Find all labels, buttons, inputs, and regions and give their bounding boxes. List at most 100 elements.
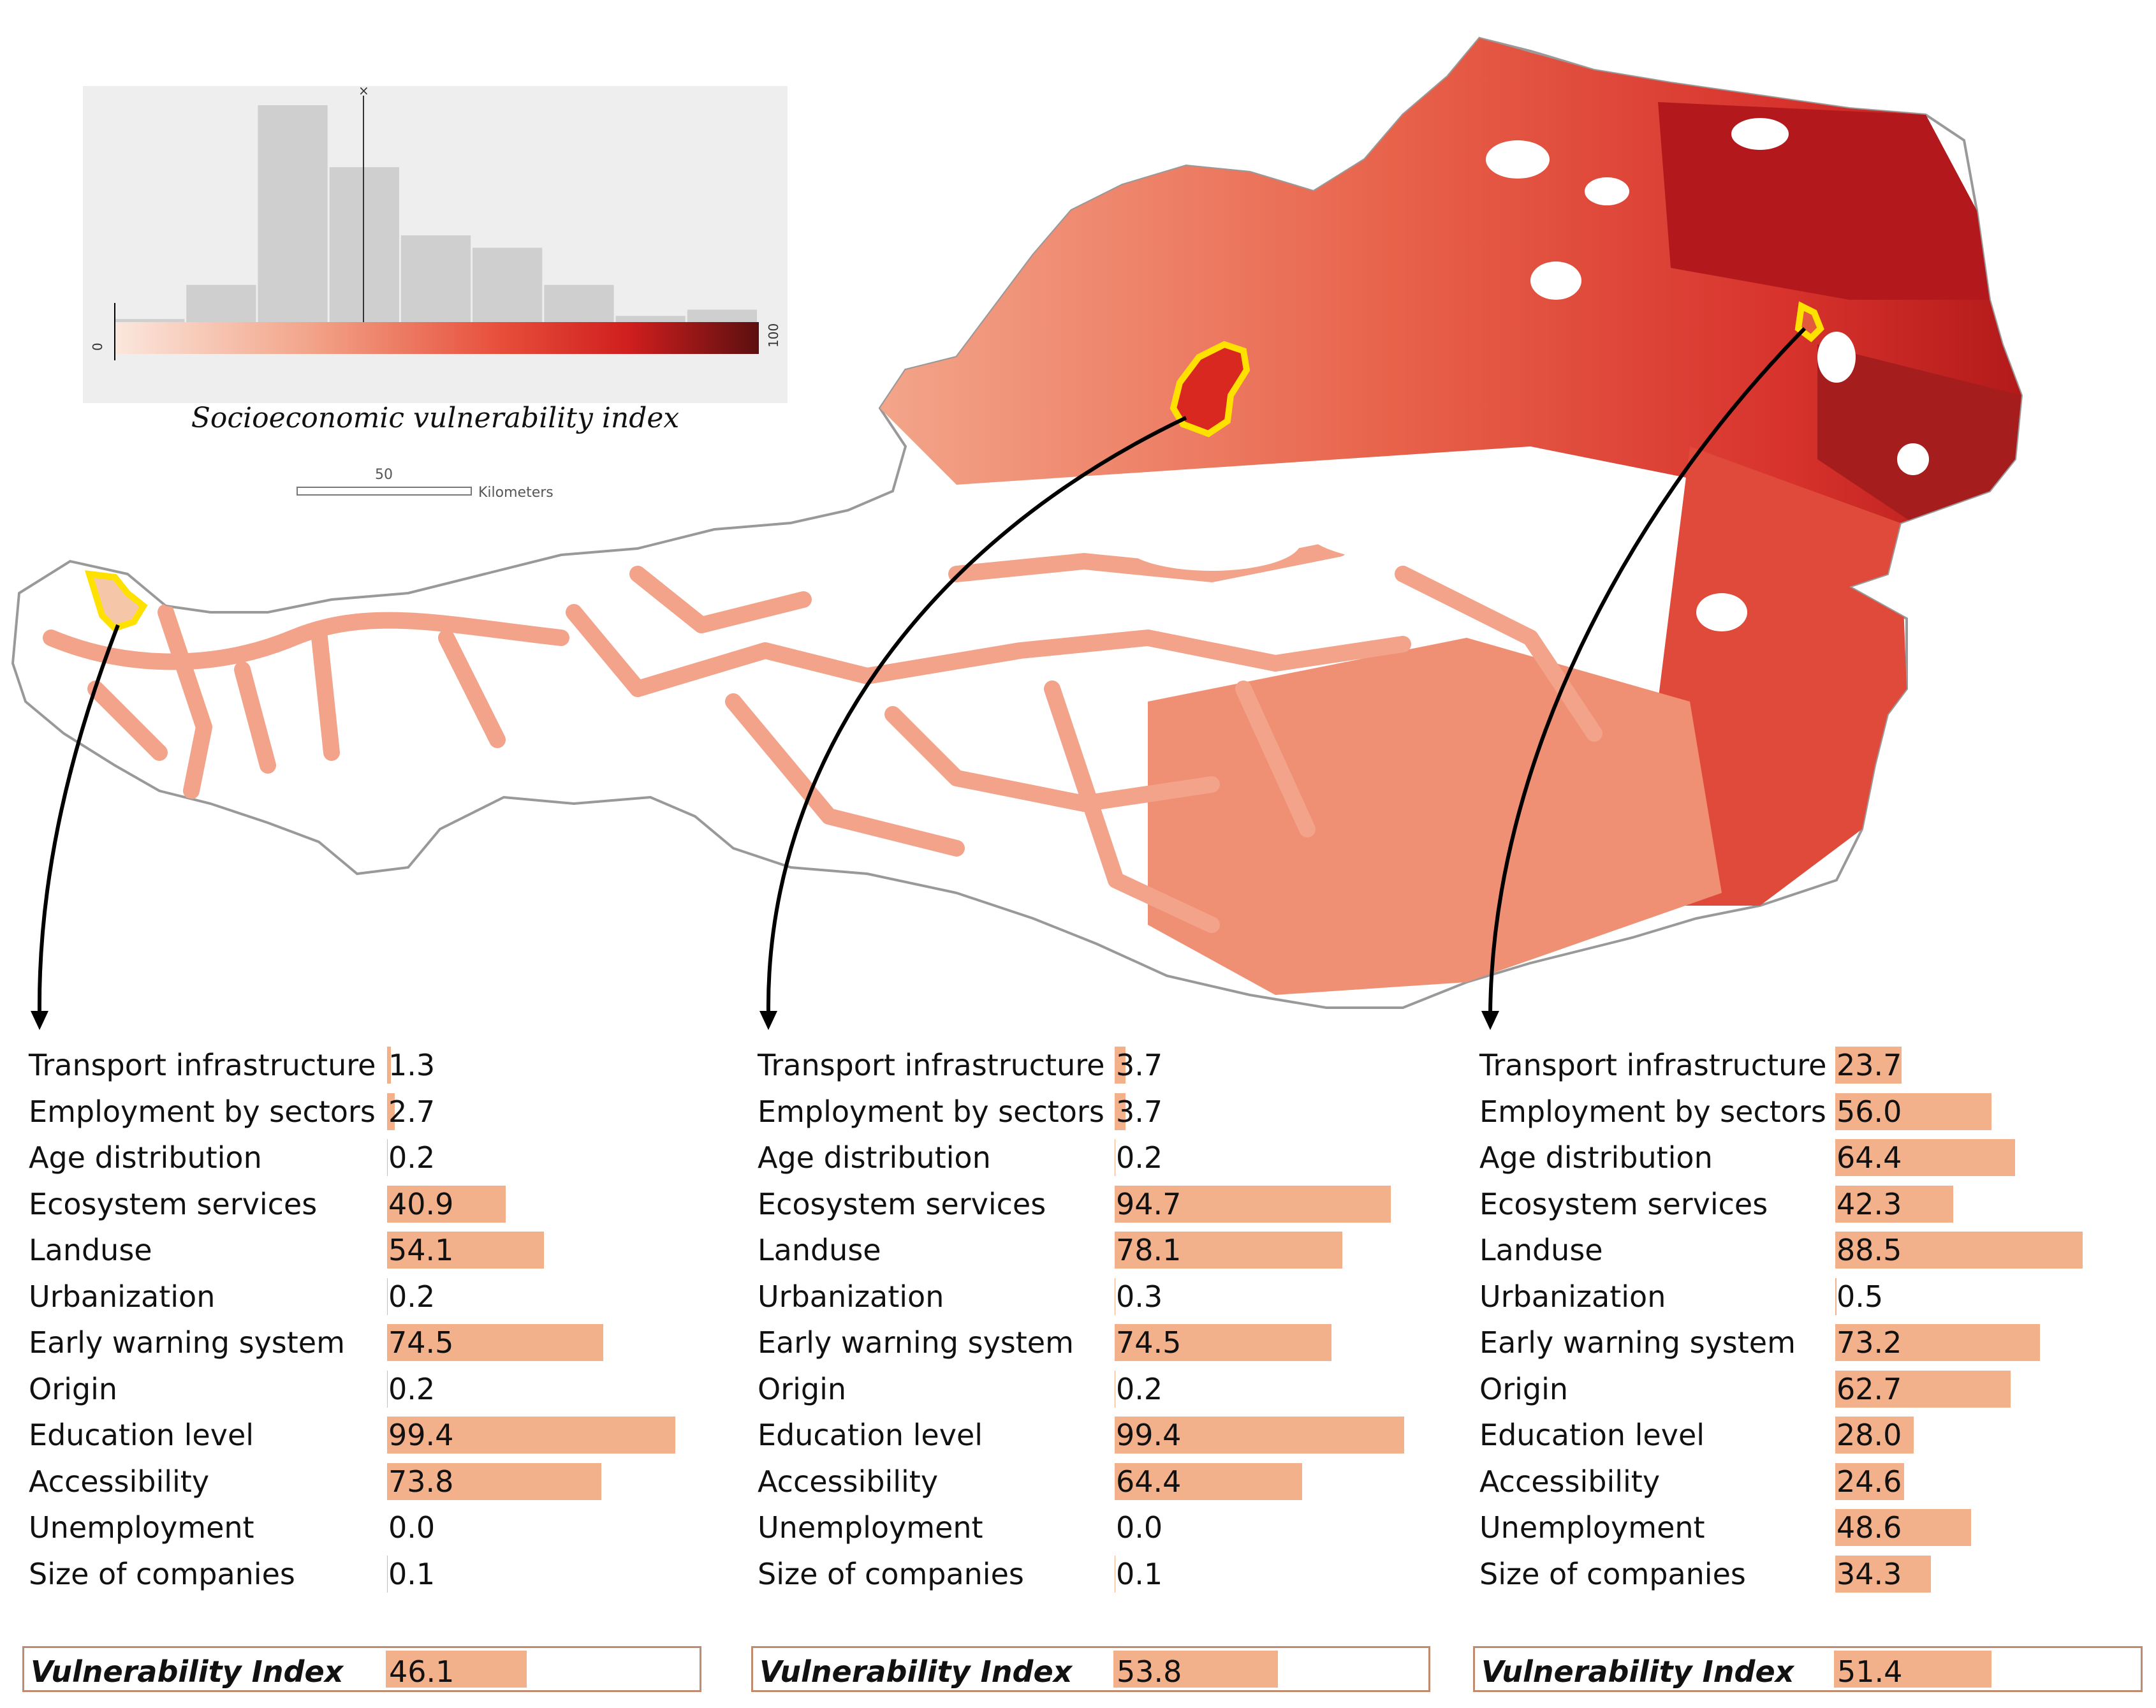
indicator-bar — [1835, 1277, 1837, 1315]
indicator-row: Urbanization 0.3 — [758, 1274, 1465, 1320]
indicator-row: Age distribution 64.4 — [1479, 1135, 2156, 1181]
indicator-row: Age distribution 0.2 — [758, 1135, 1465, 1181]
histogram-bar — [544, 284, 614, 322]
indicator-row: Employment by sectors 3.7 — [758, 1089, 1465, 1135]
indicator-value: 2.7 — [388, 1094, 436, 1129]
indicator-bar — [1115, 1324, 1332, 1361]
indicator-bar — [1115, 1417, 1405, 1454]
indicator-label: Origin — [1479, 1371, 1569, 1406]
blank-areas — [1122, 118, 1929, 631]
indicator-label: Urbanization — [29, 1279, 216, 1314]
region-northeast-dark — [1658, 102, 1990, 300]
region-south-east — [1148, 638, 1722, 995]
indicator-label: Age distribution — [1479, 1140, 1713, 1175]
index-marker-label: × — [358, 86, 369, 98]
indicator-bar — [387, 1462, 601, 1500]
indicator-value: 0.2 — [1116, 1140, 1163, 1175]
indicator-row: Employment by sectors 56.0 — [1479, 1089, 2156, 1135]
indicator-label: Accessibility — [29, 1464, 210, 1499]
indicator-row: Landuse 78.1 — [758, 1228, 1465, 1274]
indicator-label: Urbanization — [758, 1279, 944, 1314]
vulnerability-index-box: Vulnerability Index 53.8 — [751, 1646, 1430, 1692]
indicator-value: 3.7 — [1116, 1048, 1163, 1082]
indicator-bar — [1835, 1093, 1992, 1130]
vulnerability-index-box: Vulnerability Index 46.1 — [22, 1646, 701, 1692]
indicator-value: 73.8 — [388, 1464, 454, 1499]
indicator-bar — [1115, 1093, 1126, 1130]
indicator-bar — [387, 1185, 506, 1223]
indicator-bar — [387, 1232, 545, 1269]
indicator-value: 23.7 — [1837, 1048, 1902, 1082]
indicator-row: Origin 0.2 — [29, 1367, 737, 1413]
histogram-bar — [329, 167, 399, 322]
scale-bar-unit: Kilometers — [478, 485, 554, 501]
indicator-row: Size of companies 0.1 — [29, 1552, 737, 1598]
indicator-label: Size of companies — [29, 1556, 295, 1591]
indicator-label: Landuse — [1479, 1233, 1603, 1267]
indicator-bar — [1115, 1185, 1391, 1223]
indicator-value: 24.6 — [1837, 1464, 1902, 1499]
indicator-value: 48.6 — [1837, 1510, 1902, 1545]
indicator-row: Size of companies 0.1 — [758, 1552, 1465, 1598]
indicator-bar — [387, 1324, 603, 1361]
indicator-row: Accessibility 24.6 — [1479, 1459, 2156, 1505]
indicator-row: Education level 99.4 — [29, 1413, 737, 1459]
indicator-label: Unemployment — [758, 1510, 983, 1545]
indicator-label: Education level — [758, 1418, 983, 1452]
indicator-bar — [1835, 1324, 2040, 1361]
indicator-row: Origin 62.7 — [1479, 1367, 2156, 1413]
indicator-row: Origin 0.2 — [758, 1367, 1465, 1413]
indicator-value: 3.7 — [1116, 1094, 1163, 1129]
indicator-value: 0.3 — [1116, 1279, 1163, 1314]
highlight-center — [1170, 341, 1250, 438]
indicator-value: 1.3 — [388, 1048, 436, 1082]
indicator-value: 42.3 — [1837, 1186, 1902, 1221]
valley-regions — [43, 540, 1602, 933]
indicator-value: 0.5 — [1837, 1279, 1884, 1314]
indicator-value: 34.3 — [1837, 1556, 1902, 1591]
indicator-label: Size of companies — [1479, 1556, 1746, 1591]
indicator-row: Urbanization 0.5 — [1479, 1274, 2156, 1320]
indicator-bar — [1835, 1417, 1914, 1454]
vulnerability-index-label: Vulnerability Index — [1481, 1654, 1794, 1689]
indicator-bar — [1835, 1370, 2011, 1408]
highlight-west — [84, 570, 148, 632]
histogram-bar — [473, 247, 543, 322]
indicator-row: Early warning system 74.5 — [758, 1320, 1465, 1366]
indicator-label: Early warning system — [29, 1325, 345, 1360]
indicator-label: Ecosystem services — [758, 1186, 1046, 1221]
indicator-row: Unemployment 0.0 — [758, 1505, 1465, 1551]
indicator-row: Transport infrastructure 23.7 — [1479, 1043, 2156, 1089]
indicator-bar — [1835, 1462, 1904, 1500]
indicator-row: Transport infrastructure 3.7 — [758, 1043, 1465, 1089]
indicator-label: Origin — [29, 1371, 118, 1406]
indicator-row: Age distribution 0.2 — [29, 1135, 737, 1181]
legend: × 0 100 — [83, 86, 788, 403]
histogram-bar — [400, 235, 471, 322]
indicator-bar — [1115, 1462, 1303, 1500]
vulnerability-index-bar — [386, 1651, 527, 1688]
ramp-max-label: 100 — [766, 323, 781, 348]
indicator-row: Accessibility 64.4 — [758, 1459, 1465, 1505]
vulnerability-index-value: 53.8 — [1117, 1654, 1182, 1689]
indicator-label: Transport infrastructure — [29, 1048, 376, 1082]
indicator-value: 0.0 — [1116, 1510, 1163, 1545]
indicator-label: Transport infrastructure — [758, 1048, 1105, 1082]
indicator-label: Ecosystem services — [1479, 1186, 1768, 1221]
indicator-row: Urbanization 0.2 — [29, 1274, 737, 1320]
indicator-row: Education level 99.4 — [758, 1413, 1465, 1459]
vulnerability-index-bar — [1834, 1651, 1991, 1688]
histogram-bar — [115, 319, 185, 322]
indicator-label: Early warning system — [1479, 1325, 1796, 1360]
indicator-value: 0.2 — [388, 1279, 436, 1314]
indicator-bar — [1835, 1185, 1954, 1223]
indicator-bar — [1835, 1047, 1902, 1084]
indicator-row: Employment by sectors 2.7 — [29, 1089, 737, 1135]
ramp-min-label: 0 — [90, 342, 105, 351]
indicator-value: 88.5 — [1837, 1233, 1902, 1267]
indicator-label: Age distribution — [29, 1140, 262, 1175]
indicator-label: Age distribution — [758, 1140, 991, 1175]
indicator-value: 56.0 — [1837, 1094, 1902, 1129]
indicator-label: Education level — [1479, 1418, 1705, 1452]
